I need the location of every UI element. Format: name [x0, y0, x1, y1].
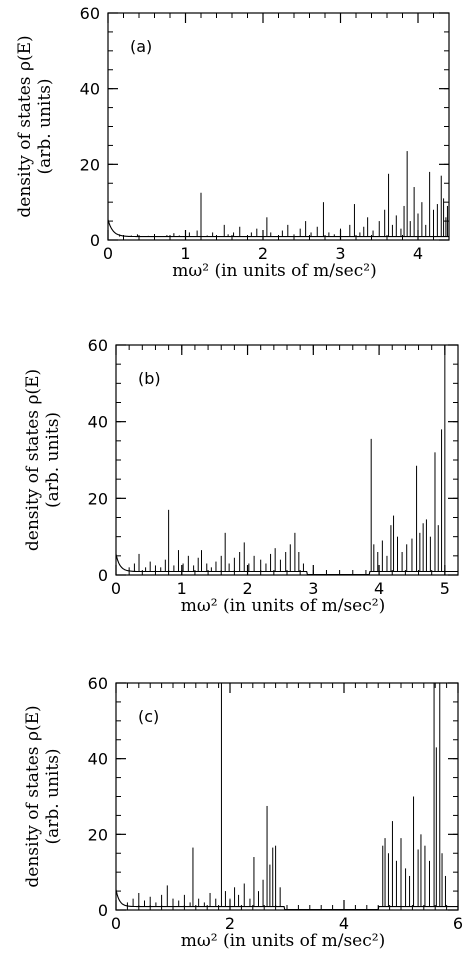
x-tick-label: 3 — [335, 244, 345, 263]
y-tick-label: 60 — [80, 4, 100, 23]
y-tick-label: 60 — [88, 336, 108, 355]
x-tick-label: 2 — [242, 579, 252, 598]
y-axis-title: density of states ρ(E) — [23, 705, 43, 887]
density-baseline — [115, 889, 458, 911]
y-axis-title: density of states ρ(E) — [23, 369, 43, 551]
chart-panel-2: 0 1 2 3 4 5 0 20 40 60 (b) density of states ρ(E) (a… — [23, 336, 459, 616]
plot-frame — [115, 344, 459, 576]
y-tick-label: 40 — [88, 750, 108, 769]
x-axis-title: mω² (in units of m/sec²) — [181, 931, 385, 951]
x-axis-title: mω² (in units of m/sec²) — [172, 261, 376, 281]
plot-frame — [115, 682, 459, 911]
panel-label: (c) — [138, 707, 159, 726]
y-tick-label: 0 — [90, 231, 100, 250]
plot-frame — [107, 12, 450, 241]
y-tick-label: 60 — [88, 674, 108, 693]
y-tick-label: 40 — [80, 80, 100, 99]
y-tick-label: 20 — [80, 155, 100, 174]
y-tick-label: 0 — [98, 566, 108, 585]
panel-label: (b) — [138, 369, 161, 388]
x-tick-label: 1 — [180, 244, 190, 263]
y-axis-subtitle: (arb. units) — [43, 748, 63, 844]
x-tick-label: 5 — [440, 579, 450, 598]
y-axis-title: density of states ρ(E) — [15, 35, 35, 217]
x-tick-label: 2 — [225, 914, 235, 933]
y-axis-subtitle: (arb. units) — [43, 412, 63, 508]
density-baseline — [115, 554, 458, 576]
x-axis-title: mω² (in units of m/sec²) — [181, 596, 385, 616]
y-axis-subtitle: (arb. units) — [35, 78, 55, 174]
x-tick-label: 2 — [258, 244, 268, 263]
y-tick-label: 20 — [88, 825, 108, 844]
x-tick-label: 4 — [413, 244, 423, 263]
x-tick-label: 0 — [111, 579, 121, 598]
y-tick-label: 20 — [88, 489, 108, 508]
y-tick-label: 40 — [88, 413, 108, 432]
x-tick-label: 0 — [103, 244, 113, 263]
x-tick-label: 0 — [111, 914, 121, 933]
x-tick-label: 4 — [374, 579, 384, 598]
x-tick-label: 1 — [177, 579, 187, 598]
x-tick-label: 3 — [308, 579, 318, 598]
density-baseline — [107, 219, 449, 238]
x-tick-label: 6 — [453, 914, 463, 933]
panel-label: (a) — [130, 37, 152, 56]
y-tick-label: 0 — [98, 901, 108, 920]
x-tick-label: 4 — [339, 914, 349, 933]
